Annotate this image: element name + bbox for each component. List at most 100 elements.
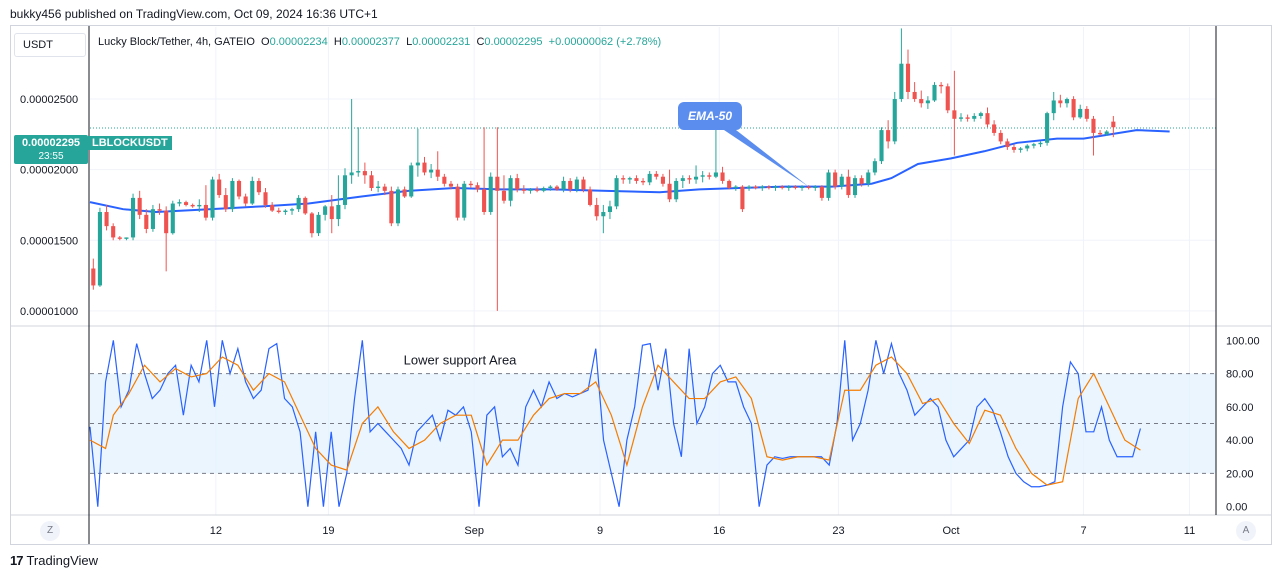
stochastic-tick-label: 80.00	[1226, 369, 1254, 381]
candle	[839, 173, 844, 190]
candle	[939, 82, 944, 94]
candle-body	[521, 189, 526, 191]
candle	[985, 107, 990, 128]
price-tick-label: 0.00002000	[20, 165, 78, 177]
candle	[190, 203, 195, 208]
candle-body	[859, 178, 864, 184]
candle-body	[263, 192, 268, 205]
candle	[786, 185, 791, 191]
stochastic-k-line	[89, 340, 1142, 507]
candle-body	[164, 210, 169, 234]
candle	[475, 182, 480, 193]
candle-body	[766, 186, 771, 189]
candle	[773, 185, 778, 191]
candle-body	[336, 204, 341, 220]
candle-body	[879, 130, 884, 162]
candle	[872, 158, 877, 176]
candle-body	[1031, 144, 1036, 146]
stochastic-d-line	[89, 356, 1141, 486]
candle-body	[826, 172, 831, 198]
stochastic-layer	[89, 340, 1142, 507]
candle-body	[1011, 147, 1017, 150]
candle-body	[329, 206, 334, 220]
candle-body	[316, 214, 321, 234]
candle-body	[1078, 108, 1083, 118]
candle	[892, 91, 897, 145]
candle-body	[680, 178, 685, 181]
candle-body	[554, 186, 560, 190]
candle-body	[839, 176, 844, 187]
candle	[561, 176, 566, 193]
currency-button[interactable]: USDT	[14, 33, 86, 57]
candle	[389, 186, 394, 227]
candle	[852, 175, 858, 198]
candle	[356, 127, 361, 177]
stochastic-band-layer	[90, 373, 1216, 474]
time-tick-label: 16	[713, 525, 725, 537]
candle-body	[1098, 132, 1103, 135]
candle	[641, 178, 646, 186]
time-tick-label: Oct	[942, 525, 959, 537]
price-tick-label: 0.00002500	[20, 94, 78, 106]
candle	[654, 171, 659, 180]
candle-body	[627, 178, 632, 180]
auto-scale-button[interactable]: A	[1236, 521, 1256, 541]
candle	[700, 171, 705, 183]
price-tick-label: 0.00001000	[20, 306, 78, 318]
candle-body	[581, 179, 586, 190]
candle-body	[992, 124, 997, 133]
candle-body	[210, 179, 215, 218]
candle	[468, 180, 473, 189]
candle-body	[256, 180, 261, 193]
candle	[780, 185, 785, 190]
candle	[316, 212, 321, 237]
candle-body	[270, 204, 275, 211]
candle-body	[1038, 142, 1043, 145]
grid-layer	[90, 27, 1216, 515]
tradingview-brand[interactable]: 17 TradingView	[10, 553, 98, 568]
timezone-button[interactable]: Z	[40, 521, 60, 541]
axis-layer: 12 19 Sep 9 16 23 Oct 7 110.000025000.000020000.…	[10, 26, 1272, 544]
candle-body	[819, 186, 824, 198]
candle	[402, 186, 407, 198]
candle	[1098, 130, 1103, 136]
candle	[528, 188, 533, 194]
candle	[395, 186, 401, 227]
candle	[879, 127, 884, 164]
candle-body	[462, 183, 467, 218]
time-tick-label: 23	[832, 525, 844, 537]
candle	[342, 168, 348, 210]
time-tick-label: Sep	[464, 525, 484, 537]
candle-body	[945, 86, 950, 111]
tradingview-logo-icon: 17	[10, 553, 24, 568]
candle-body	[1064, 99, 1070, 104]
candle	[303, 196, 308, 215]
candle	[713, 128, 718, 179]
candle-body	[1091, 118, 1096, 133]
legend-close: 0.00002295	[484, 36, 543, 48]
candle-body	[707, 175, 712, 177]
candle-body	[104, 212, 109, 227]
candle	[746, 185, 752, 191]
candle	[581, 176, 586, 193]
stochastic-annotation: Lower support Area	[404, 352, 518, 367]
candle-body	[1005, 141, 1010, 148]
candle-body	[786, 186, 791, 189]
candle-body	[760, 186, 765, 189]
candle	[508, 175, 513, 207]
candle	[548, 185, 553, 191]
candle	[859, 175, 864, 187]
candle-body	[892, 99, 897, 142]
candle-body	[607, 206, 613, 213]
candle	[992, 120, 997, 136]
candle-body	[389, 190, 394, 224]
candle	[1078, 104, 1083, 119]
stochastic-tick-label: 100.00	[1226, 335, 1260, 347]
candle-body	[733, 186, 738, 189]
candle	[1011, 144, 1017, 153]
candle-body	[223, 195, 228, 210]
candle	[217, 173, 222, 198]
candle	[660, 173, 665, 187]
